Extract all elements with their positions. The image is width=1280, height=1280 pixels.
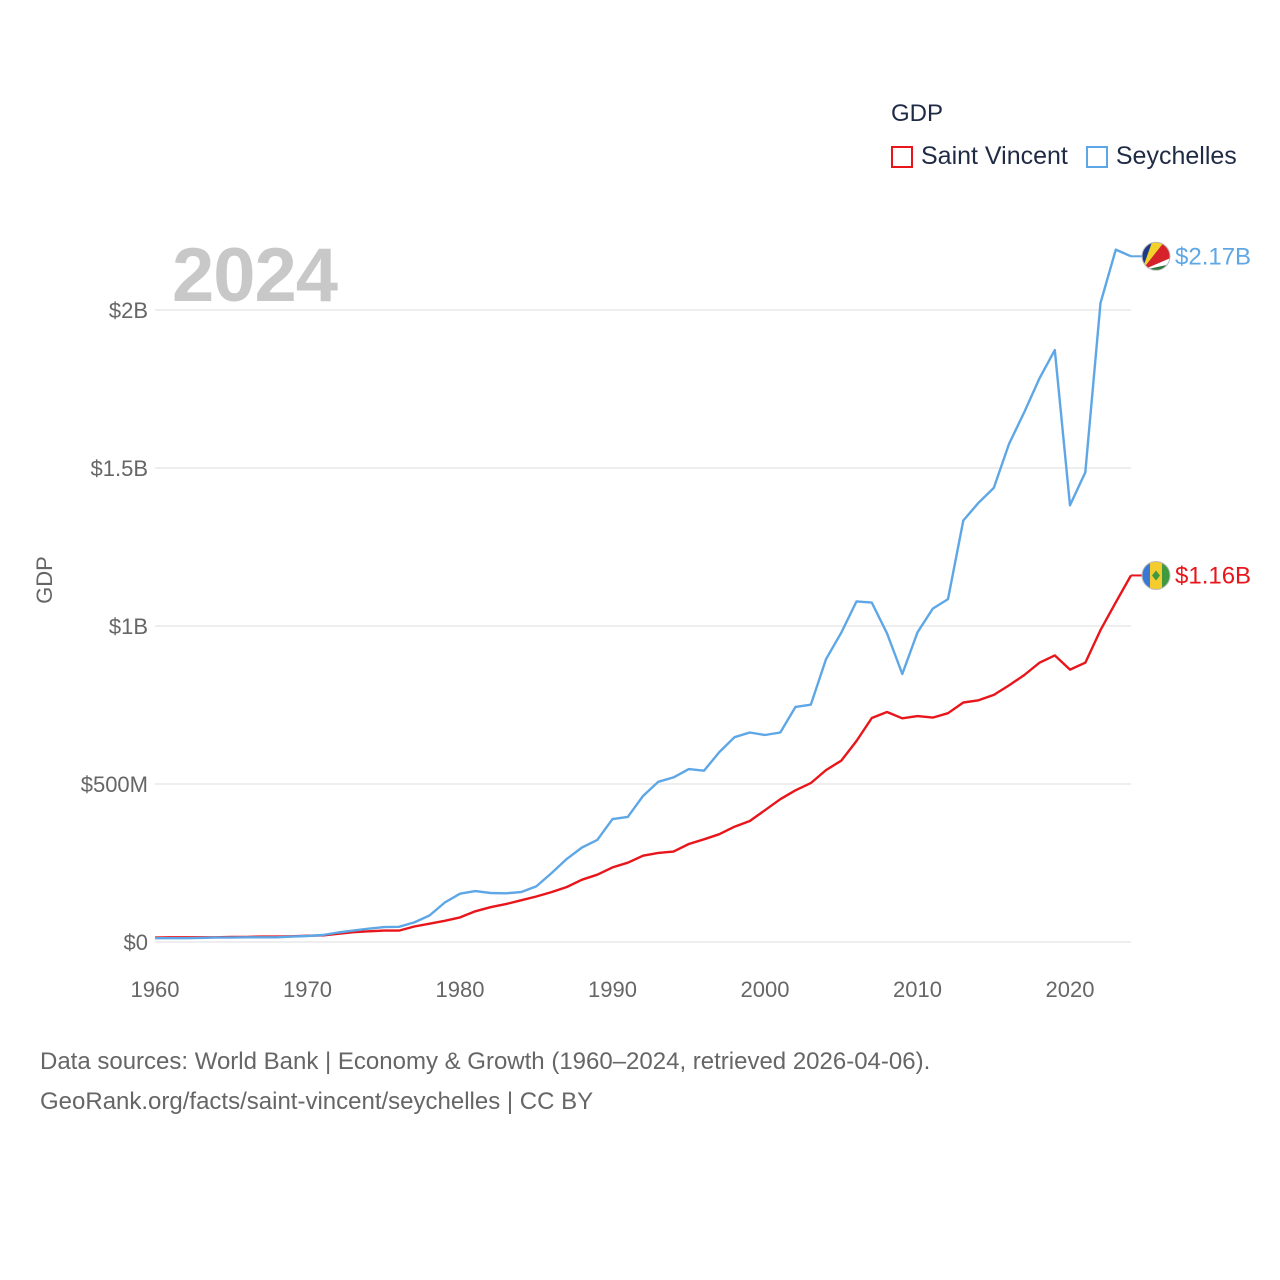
x-tick-label: 1980 xyxy=(436,977,485,1002)
end-markers: $1.16B $2.17B xyxy=(1131,241,1251,590)
legend-swatch-saint-vincent xyxy=(891,145,913,168)
flag-marker-saint-vincent xyxy=(1141,560,1171,590)
legend-item-saint-vincent[interactable]: Saint Vincent xyxy=(891,142,1068,171)
x-tick-label: 2000 xyxy=(741,977,790,1002)
x-axis-ticks: 1960 1970 1980 1990 2000 2010 2020 xyxy=(131,977,1095,1002)
legend-item-seychelles[interactable]: Seychelles xyxy=(1085,142,1237,171)
flag-marker-seychelles xyxy=(1141,241,1171,271)
series-lines xyxy=(154,248,1133,940)
series-line-saint-vincent xyxy=(154,574,1133,939)
year-label: 2024 xyxy=(172,233,338,318)
legend-swatch-seychelles xyxy=(1085,145,1108,168)
legend-title: GDP xyxy=(891,100,944,127)
y-tick-label: $0 xyxy=(124,930,148,955)
legend-label-saint-vincent: Saint Vincent xyxy=(921,142,1068,170)
footer: Data sources: World Bank | Economy & Gro… xyxy=(40,1042,930,1122)
y-tick-label: $2B xyxy=(109,298,148,323)
y-tick-label: $1B xyxy=(109,614,148,639)
end-value-label: $2.17B xyxy=(1175,243,1251,270)
legend-label-seychelles: Seychelles xyxy=(1115,142,1237,170)
series-line-seychelles xyxy=(155,248,1132,940)
x-tick-label: 1990 xyxy=(588,977,637,1002)
x-tick-label: 1960 xyxy=(131,977,180,1002)
grid-lines xyxy=(155,309,1131,943)
x-tick-label: 2010 xyxy=(893,977,942,1002)
y-tick-label: $1.5B xyxy=(91,456,149,481)
footer-sources: Data sources: World Bank | Economy & Gro… xyxy=(40,1048,931,1075)
x-tick-label: 1970 xyxy=(283,977,332,1002)
x-tick-label: 2020 xyxy=(1046,977,1095,1002)
y-axis-label: GDP xyxy=(32,556,57,604)
footer-attribution: GeoRank.org/facts/saint-vincent/seychell… xyxy=(40,1088,594,1115)
y-axis-ticks: $0 $500M $1B $1.5B $2B xyxy=(81,298,148,955)
end-value-label: $1.16B xyxy=(1175,562,1251,589)
legend: Saint Vincent Seychelles xyxy=(891,142,1255,171)
y-tick-label: $500M xyxy=(81,772,148,797)
